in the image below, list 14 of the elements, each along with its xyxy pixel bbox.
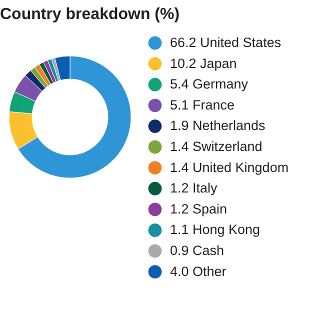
legend-label: 4.0 Other (170, 264, 227, 279)
legend-label: 1.4 United Kingdom (170, 160, 289, 175)
legend-label: 5.4 Germany (170, 76, 248, 92)
legend-label: 0.9 Cash (170, 243, 224, 258)
legend-label: 1.9 Netherlands (170, 118, 266, 134)
legend-label: 1.1 Hong Kong (170, 222, 260, 238)
legend-label: 1.2 Italy (170, 180, 218, 196)
legend-label: 1.4 Switzerland (170, 139, 262, 154)
legend-label: 10.2 Japan (170, 56, 237, 71)
chart-title: Country breakdown (%) (0, 6, 180, 23)
legend-label: 1.2 Spain (170, 201, 228, 216)
legend-label: 5.1 France (170, 97, 235, 112)
legend-label: 66.2 United States (170, 35, 282, 50)
donut-slice (34, 64, 52, 86)
